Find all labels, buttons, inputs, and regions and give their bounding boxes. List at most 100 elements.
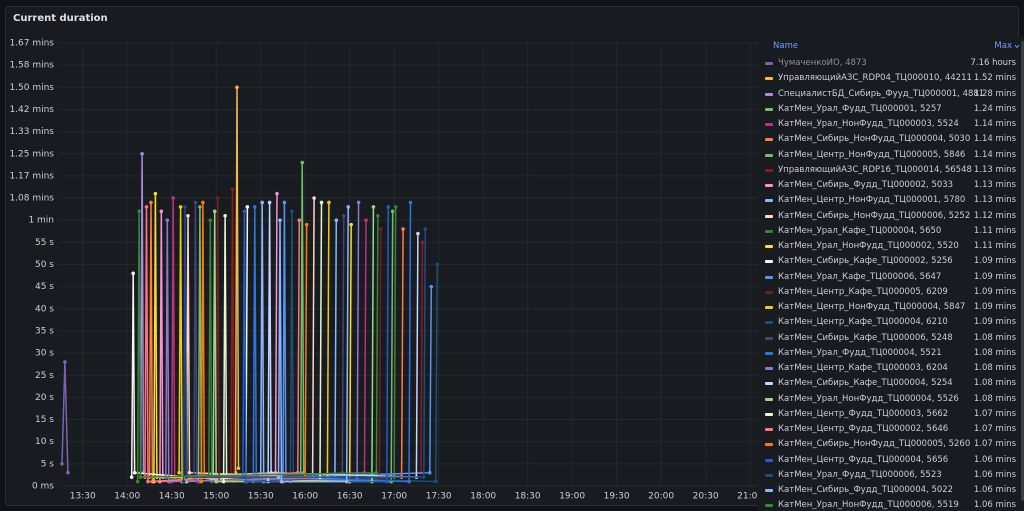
- legend-row[interactable]: КатМен_Урал_Фудд_ТЦ000006, 5523 1.06 mins: [758, 468, 1020, 483]
- data-point: [153, 191, 158, 196]
- legend-max: 1.09 mins: [973, 256, 1016, 267]
- legend-row[interactable]: КатМен_Урал_Фудд_ТЦ000001, 5257 1.24 mins: [758, 102, 1020, 117]
- legend-swatch: [765, 351, 773, 355]
- chart: Current duration 0 ms 5 s 10 s 15 s 20 s 25 s…: [9, 13, 763, 502]
- y-tick-label: 1.33 mins: [9, 127, 54, 137]
- data-point: [144, 205, 149, 209]
- legend-max: 1.09 mins: [973, 286, 1016, 297]
- y-tick-label: 1 min: [28, 216, 54, 226]
- legend-name: КатМен_Центр_Кафе_ТЦ000004, 6210: [778, 317, 948, 328]
- data-point: [393, 205, 398, 209]
- legend-row[interactable]: КатМен_Урал_Кафе_ТЦ000006, 5647 1.09 mins: [758, 270, 1020, 285]
- legend-row[interactable]: КатМен_Центр_Фудд_ТЦ000004, 5656 1.06 min…: [758, 453, 1020, 468]
- y-tick-label: 10 s: [35, 437, 54, 447]
- legend-row[interactable]: КатМен_Урал_НонФудд_ТЦ000002, 5520 1.11 m…: [758, 239, 1020, 254]
- legend-row[interactable]: КатМен_Центр_НонФудд_ТЦ000001, 5780 1.13 …: [758, 193, 1020, 208]
- x-tick-label: 20:00: [648, 492, 674, 502]
- legend-row[interactable]: ЧумаченкоИО, 4873 7.16 hours: [758, 56, 1020, 71]
- grid: [59, 42, 762, 487]
- data-point: [137, 209, 141, 214]
- series-line: [185, 198, 315, 482]
- legend-row[interactable]: КатМен_Урал_НонФудд_ТЦ000003, 5524 1.14 m…: [758, 117, 1020, 132]
- legend-name: УправляющийАЗС_RDP04_ТЦ000010, 44211: [778, 73, 972, 84]
- data-point: [408, 200, 413, 205]
- legend-name: КатМен_Сибирь_Фудд_ТЦ000002, 5033: [778, 180, 954, 190]
- data-point: [193, 200, 198, 205]
- legend-name: СпециалистБД_Сибирь_Фууд_ТЦ000001, 4881: [778, 88, 985, 99]
- legend-row[interactable]: КатМен_Центр_Фудд_ТЦ000003, 5662 1.07 min…: [758, 407, 1020, 422]
- legend-header-max[interactable]: Max: [994, 41, 1012, 51]
- legend-row[interactable]: КатМен_Сибирь_НонФудд_ТЦ000005, 5260 1.07…: [758, 437, 1020, 452]
- legend-row[interactable]: КатМен_Центр_Кафе_ТЦ000004, 6210 1.09 min…: [758, 315, 1020, 330]
- y-tick-label: 45 s: [35, 282, 54, 292]
- legend-header-name[interactable]: Name: [773, 41, 799, 51]
- legend-row[interactable]: КатМен_Сибирь_Кафе_ТЦ000002, 5256 1.09 mi…: [758, 254, 1020, 269]
- data-point: [183, 205, 187, 209]
- legend-name: КатМен_Центр_Фудд_ТЦ000002, 5646: [778, 424, 949, 434]
- legend-name: КатМен_Урал_НонФудд_ТЦ000006, 5519: [778, 500, 959, 511]
- legend-row[interactable]: КатМен_Урал_НонФудд_ТЦ000004, 5526 1.08 m…: [758, 392, 1020, 407]
- legend-row[interactable]: КатМен_Урал_Кафе_ТЦ000004, 5650 1.11 mins: [758, 224, 1020, 239]
- legend-name: КатМен_Центр_НонФудд_ТЦ000005, 5846: [778, 149, 966, 160]
- data-point: [371, 205, 376, 209]
- legend-row[interactable]: УправляющийАЗС_RDP04_ТЦ000010, 44211 1.52…: [758, 71, 1020, 86]
- data-point: [230, 187, 235, 191]
- series-line: [299, 162, 305, 478]
- legend-name: КатМен_Урал_Фудд_ТЦ000006, 5523: [778, 469, 942, 480]
- legend-name: ЧумаченкоИО, 4873: [778, 58, 867, 68]
- legend-row[interactable]: КатМен_Центр_НонФудд_ТЦ000005, 5846 1.14 …: [758, 148, 1020, 163]
- panel: Current duration 0 ms 5 s 10 s 15 s 20 s 25 s…: [5, 6, 1024, 511]
- y-tick-label: 25 s: [35, 371, 54, 381]
- legend-name: КатМен_Центр_Кафе_ТЦ000003, 6204: [778, 363, 948, 373]
- legend-max: 1.13 mins: [973, 164, 1016, 175]
- data-point: [267, 200, 272, 205]
- data-point: [186, 213, 190, 218]
- y-tick-label: 35 s: [35, 326, 54, 336]
- y-tick-label: 1.50 mins: [9, 83, 54, 93]
- legend-max: 1.14 mins: [973, 134, 1016, 145]
- legend-row[interactable]: КатМен_Сибирь_Кафе_ТЦ000004, 5254 1.08 mi…: [758, 376, 1020, 391]
- legend-swatch: [765, 382, 773, 386]
- legend-name: КатМен_Урал_Фудд_ТЦ000004, 5521: [778, 347, 942, 358]
- data-point: [244, 479, 248, 484]
- legend-max: 1.06 mins: [973, 485, 1016, 495]
- sort-icon[interactable]: [1014, 44, 1020, 49]
- data-point: [290, 209, 294, 214]
- data-point: [132, 470, 137, 475]
- data-point: [300, 160, 305, 165]
- legend-row[interactable]: УправляющийАЗС_RDP16_ТЦ000014, 56548 1.13…: [758, 163, 1020, 178]
- legend-row[interactable]: КатМен_Сибирь_НонФудд_ТЦ000004, 5030 1.14…: [758, 132, 1020, 147]
- legend-row[interactable]: КатМен_Урал_Фудд_ТЦ000004, 5521 1.08 mins: [758, 346, 1020, 361]
- legend-row[interactable]: СпециалистБД_Сибирь_Фууд_ТЦ000001, 4881 1…: [758, 87, 1020, 102]
- legend-name: КатМен_Сибирь_НонФудд_ТЦ000004, 5030: [778, 134, 971, 145]
- y-tick-label: 20 s: [35, 393, 54, 403]
- legend-row[interactable]: КатМен_Центр_Кафе_ТЦ000003, 6204 1.08 min…: [758, 361, 1020, 376]
- legend-name: КатМен_Урал_Фудд_ТЦ000001, 5257: [778, 103, 942, 114]
- legend-max: 1.08 mins: [973, 363, 1016, 373]
- data-point: [260, 200, 264, 205]
- legend-max: 1.11 mins: [973, 225, 1016, 236]
- legend-name: КатМен_Сибирь_НонФудд_ТЦ000006, 5252: [778, 210, 971, 221]
- data-point: [129, 475, 134, 479]
- legend-row[interactable]: КатМен_Сибирь_Фудд_ТЦ000002, 5033 1.13 mi…: [758, 178, 1020, 193]
- legend-row[interactable]: КатМен_Центр_Кафе_ТЦ000005, 6209 1.09 min…: [758, 285, 1020, 300]
- data-point: [422, 475, 426, 479]
- legend-row[interactable]: КатМен_Сибирь_НонФудд_ТЦ000006, 5252 1.12…: [758, 209, 1020, 224]
- legend-row[interactable]: КатМен_Сибирь_Кафе_ТЦ000006, 5248 1.08 mi…: [758, 331, 1020, 346]
- legend-row[interactable]: КатМен_Центр_Фудд_ТЦ000002, 5646 1.07 min…: [758, 422, 1020, 437]
- legend-swatch: [765, 397, 773, 401]
- legend-row[interactable]: КатМен_Сибирь_Фудд_ТЦ000004, 5022 1.06 mi…: [758, 483, 1020, 498]
- data-point: [427, 470, 432, 475]
- legend-swatch: [765, 107, 773, 111]
- series-line: [182, 206, 427, 482]
- y-tick-label: 15 s: [35, 415, 54, 425]
- y-tick-label: 30 s: [35, 349, 54, 359]
- data-point: [364, 218, 368, 222]
- legend-row[interactable]: КатМен_Центр_НонФудд_ТЦ000004, 5847 1.09 …: [758, 300, 1020, 315]
- scrollbar[interactable]: [1021, 41, 1024, 501]
- legend-row[interactable]: КатМен_Урал_НонФудд_ТЦ000006, 5519 1.06 m…: [758, 498, 1020, 511]
- data-point: [423, 227, 428, 231]
- data-point: [278, 218, 282, 222]
- panel-title: Current duration: [13, 13, 108, 24]
- legend-max: 1.13 mins: [973, 180, 1016, 190]
